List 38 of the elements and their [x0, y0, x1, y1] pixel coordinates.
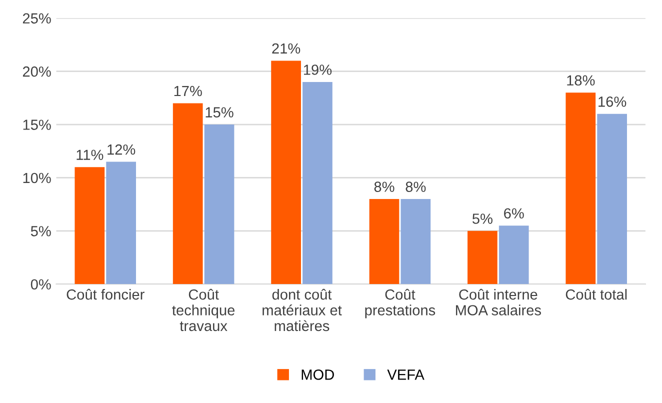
- legend-label: VEFA: [387, 370, 424, 380]
- y-tick-label: 15%: [23, 120, 51, 130]
- x-tick-label: Coût interne MOA salaires: [456, 288, 541, 316]
- bar: [204, 124, 234, 284]
- bar: [106, 162, 136, 284]
- y-tick-label: 20%: [22, 66, 51, 77]
- data-label: 6%: [504, 208, 524, 219]
- bar: [172, 103, 203, 284]
- y-tick-label: 0%: [30, 279, 51, 290]
- data-label: 12%: [108, 144, 136, 155]
- legend-label: MOD: [302, 370, 334, 380]
- data-label: 17%: [174, 86, 202, 96]
- data-label: 15%: [206, 107, 234, 118]
- bar: [369, 199, 400, 284]
- x-tick-label: Coût prestations: [365, 288, 436, 318]
- x-tick-label: Coût foncier: [66, 288, 144, 300]
- data-label: 16%: [598, 96, 626, 107]
- y-tick-label: 25%: [22, 13, 51, 24]
- bar: [498, 226, 529, 284]
- data-label: 18%: [567, 75, 595, 86]
- data-label: 11%: [76, 150, 104, 160]
- bar: [468, 230, 498, 284]
- bar: [74, 167, 105, 284]
- data-label: 8%: [406, 182, 426, 192]
- x-tick-label: Coût total: [566, 288, 627, 300]
- y-tick-label: 10%: [23, 172, 51, 184]
- bar: [597, 114, 627, 284]
- bar: [566, 92, 596, 284]
- data-label: 21%: [272, 43, 300, 54]
- data-label: 5%: [472, 214, 492, 224]
- y-tick-label: 5%: [30, 226, 51, 236]
- bar: [271, 60, 301, 284]
- bar: [400, 199, 431, 284]
- x-tick-label: Coût technique travaux: [172, 288, 235, 332]
- bar: [302, 82, 332, 284]
- data-label: 8%: [374, 182, 394, 192]
- data-label: 19%: [304, 64, 332, 75]
- x-tick-label: dont coût matériaux et matières: [262, 288, 342, 332]
